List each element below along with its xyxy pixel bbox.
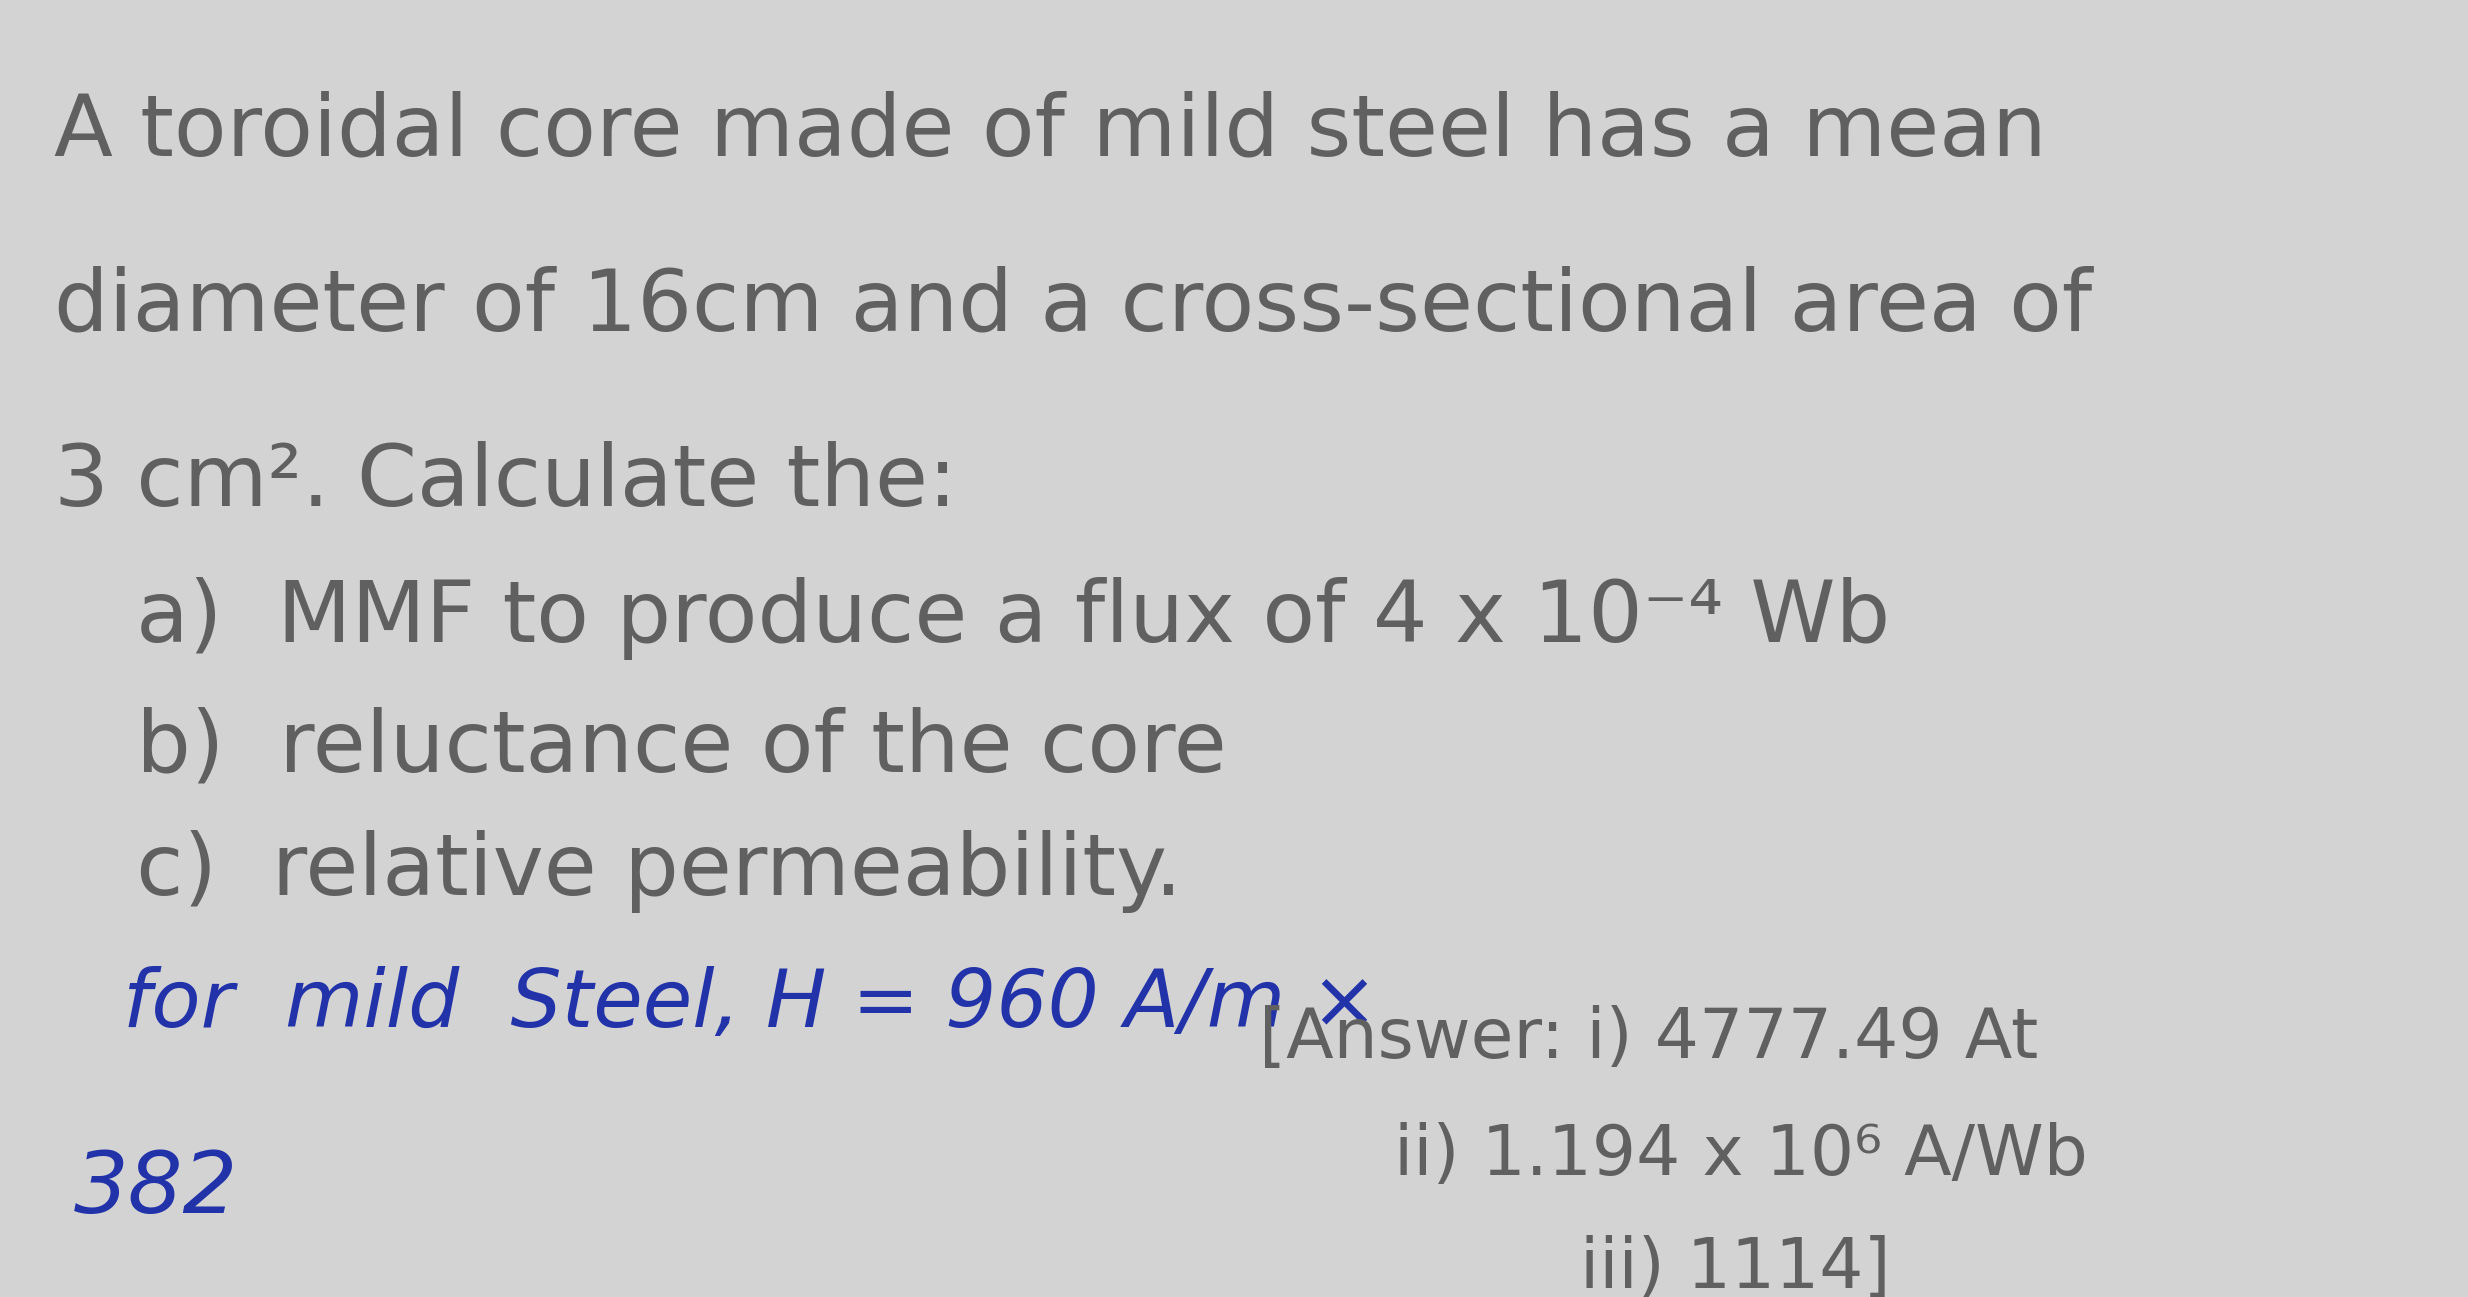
Text: A toroidal core made of mild steel has a mean: A toroidal core made of mild steel has a… [54, 91, 2046, 174]
Text: ii) 1.194 x 10⁶ A/Wb: ii) 1.194 x 10⁶ A/Wb [1394, 1122, 2088, 1189]
Text: for  mild  Steel, H = 960 A/m ×: for mild Steel, H = 960 A/m × [123, 966, 1380, 1044]
Text: 382: 382 [74, 1148, 239, 1231]
Text: [Answer: i) 4777.49 At: [Answer: i) 4777.49 At [1259, 1005, 2039, 1073]
Text: iii) 1114]: iii) 1114] [1580, 1235, 1890, 1297]
Text: 3 cm². Calculate the:: 3 cm². Calculate the: [54, 441, 958, 524]
Text: diameter of 16cm and a cross-sectional area of: diameter of 16cm and a cross-sectional a… [54, 266, 2093, 349]
Text: a)  MMF to produce a flux of 4 x 10⁻⁴ Wb: a) MMF to produce a flux of 4 x 10⁻⁴ Wb [54, 577, 1890, 660]
Text: b)  reluctance of the core: b) reluctance of the core [54, 707, 1227, 790]
Text: c)  relative permeability.: c) relative permeability. [54, 830, 1182, 913]
